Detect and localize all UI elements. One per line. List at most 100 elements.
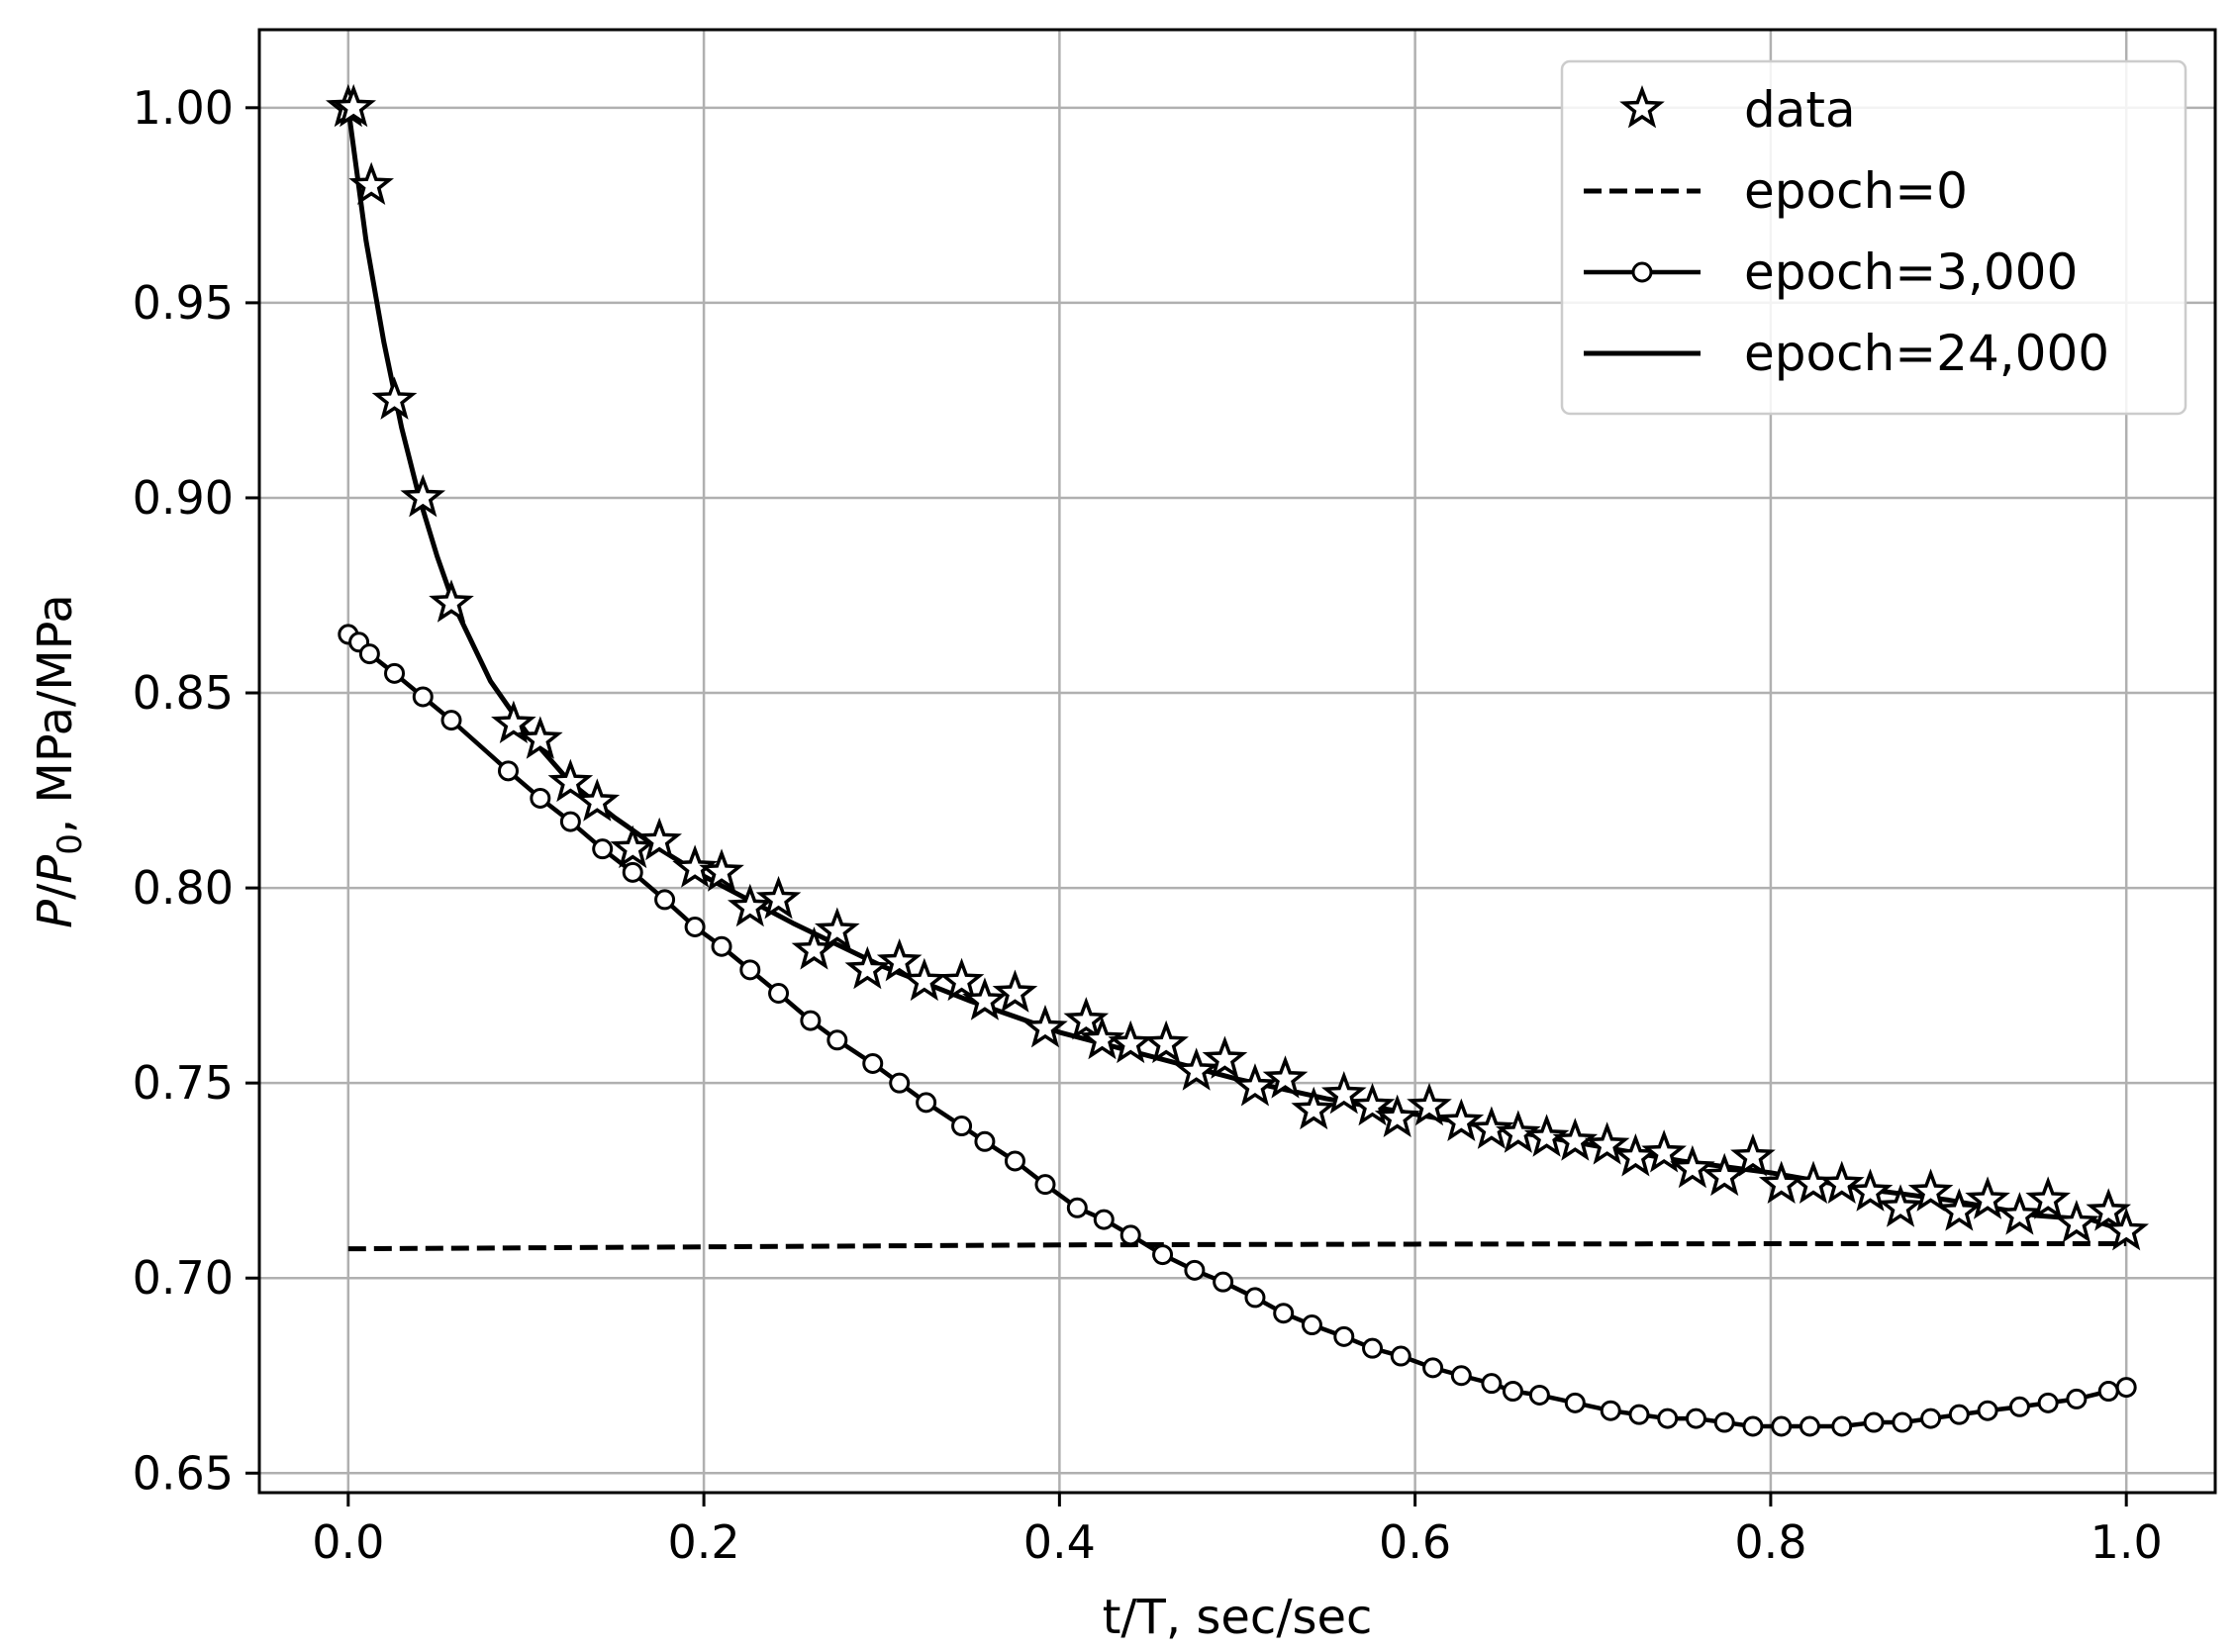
- data-point-epoch-3-000: [1093, 1209, 1115, 1230]
- data-point-epoch-3-000: [889, 1072, 911, 1094]
- data-point-epoch-3-000: [1948, 1404, 1970, 1425]
- y-tick-label: 0.75: [133, 1056, 234, 1110]
- data-point-star: [876, 937, 923, 982]
- data-point-epoch-3-000: [1390, 1345, 1411, 1367]
- data-point-epoch-3-000: [711, 935, 732, 957]
- data-point-star: [1349, 1082, 1396, 1126]
- data-point-star: [1063, 997, 1110, 1040]
- data-point-star: [1584, 1121, 1630, 1165]
- data-point-epoch-3-000: [1301, 1314, 1322, 1336]
- data-point-epoch-3-000: [1657, 1408, 1679, 1429]
- data-point-star: [844, 945, 891, 990]
- data-point-star: [699, 848, 744, 892]
- data-point-star: [1523, 1114, 1570, 1157]
- data-point-star: [1641, 1129, 1687, 1173]
- data-point-star: [1407, 1082, 1452, 1126]
- data-point-epoch-3-000: [1152, 1244, 1174, 1266]
- x-tick-label: 0.6: [1379, 1515, 1451, 1569]
- data-point-epoch-3-000: [530, 787, 551, 809]
- y-axis-label-var: P: [28, 900, 83, 928]
- data-point-epoch-3-000: [827, 1029, 848, 1051]
- data-point-star: [1936, 1188, 1983, 1231]
- data-point-epoch-3-000: [739, 959, 761, 981]
- data-point-star: [400, 473, 446, 518]
- data-point-star: [992, 969, 1038, 1013]
- data-point-star: [938, 957, 985, 1002]
- x-tick-label: 0.2: [668, 1515, 740, 1569]
- legend-label-epoch-3000: epoch=3,000: [1744, 243, 2078, 301]
- series-line-epoch-0: [347, 1241, 2127, 1252]
- data-point-epoch-3-000: [1685, 1408, 1706, 1429]
- data-point-star: [2025, 1176, 2071, 1219]
- data-point-epoch-3-000: [1066, 1197, 1088, 1218]
- legend-box: [1560, 59, 2188, 416]
- data-point-epoch-3-000: [592, 838, 614, 860]
- y-tick-label: 0.85: [133, 666, 234, 720]
- data-point-epoch-3-000: [1333, 1325, 1355, 1347]
- data-point-star: [1232, 1063, 1278, 1107]
- data-point-star: [1907, 1168, 1954, 1212]
- data-point-epoch-3-000: [384, 662, 406, 684]
- data-point-epoch-3-000: [1920, 1408, 1942, 1429]
- data-point-star: [1262, 1055, 1309, 1099]
- data-point-star: [1818, 1160, 1865, 1205]
- data-point-epoch-3-000: [1771, 1415, 1793, 1437]
- grid: [259, 30, 2215, 1493]
- data-point-epoch-3-000: [1213, 1271, 1234, 1293]
- data-point-epoch-3-000: [800, 1010, 822, 1031]
- data-point-epoch-3-000: [2115, 1377, 2137, 1399]
- x-tick-label: 0.0: [312, 1515, 384, 1569]
- data-point-epoch-3-000: [1034, 1174, 1056, 1196]
- y-axis-label-rest: , MPa/MPa: [28, 594, 83, 833]
- data-point-star: [727, 883, 773, 927]
- data-point-star: [1965, 1176, 2010, 1219]
- data-point-epoch-3-000: [1450, 1365, 1472, 1387]
- data-point-star: [902, 957, 947, 1002]
- data-point-star: [1320, 1070, 1367, 1115]
- data-point-epoch-3-000: [2066, 1388, 2088, 1409]
- data-point-star: [429, 579, 474, 623]
- data-point-epoch-3-000: [2097, 1381, 2119, 1403]
- data-point-epoch-3-000: [1831, 1415, 1853, 1437]
- data-point-star: [348, 161, 394, 206]
- data-point-epoch-3-000: [1481, 1373, 1503, 1395]
- data-point-star: [962, 977, 1008, 1020]
- legend-label-epoch-0: epoch=0: [1744, 162, 1968, 220]
- y-tick-label: 0.95: [133, 276, 234, 330]
- data-point-epoch-3-000: [1799, 1415, 1820, 1437]
- data-point-star: [814, 907, 860, 950]
- data-point-epoch-3-000: [1863, 1411, 1885, 1433]
- x-tick-label: 0.4: [1023, 1515, 1096, 1569]
- data-point-star: [1469, 1106, 1514, 1149]
- data-point-star: [2103, 1207, 2149, 1251]
- data-point-epoch-3-000: [1892, 1411, 1913, 1433]
- y-axis-label-den-var: P: [28, 855, 83, 884]
- data-point-star: [610, 825, 656, 869]
- legend-label-data: data: [1744, 81, 1856, 139]
- data-point-star: [547, 758, 594, 803]
- data-point-epoch-3-000: [1713, 1411, 1735, 1433]
- data-point-star: [755, 875, 802, 920]
- data-point-star: [1079, 1016, 1125, 1060]
- x-tick-label: 0.8: [1734, 1515, 1806, 1569]
- data-point-epoch-3-000: [497, 760, 519, 782]
- data-point-epoch-3-000: [1564, 1392, 1586, 1413]
- data-point-star: [371, 376, 418, 420]
- plot-frame: [257, 28, 2217, 1495]
- y-tick-label: 0.90: [133, 471, 234, 525]
- data-point-star: [1202, 1035, 1248, 1079]
- data-point-star: [1552, 1118, 1599, 1161]
- data-point-epoch-3-000: [358, 643, 380, 665]
- data-point-star: [2086, 1188, 2132, 1231]
- data-point-star: [1878, 1184, 1923, 1227]
- y-axis-label-den-sub: 0: [50, 833, 90, 855]
- data-point-star: [491, 700, 536, 743]
- data-point-epoch-3-000: [684, 917, 706, 938]
- data-point-star: [1730, 1133, 1776, 1177]
- data-point-star: [574, 778, 621, 822]
- data-point-star: [2054, 1200, 2099, 1243]
- data-point-epoch-3-000: [951, 1116, 973, 1137]
- data-point-epoch-3-000: [974, 1130, 996, 1152]
- data-point-epoch-3-000: [1422, 1357, 1444, 1379]
